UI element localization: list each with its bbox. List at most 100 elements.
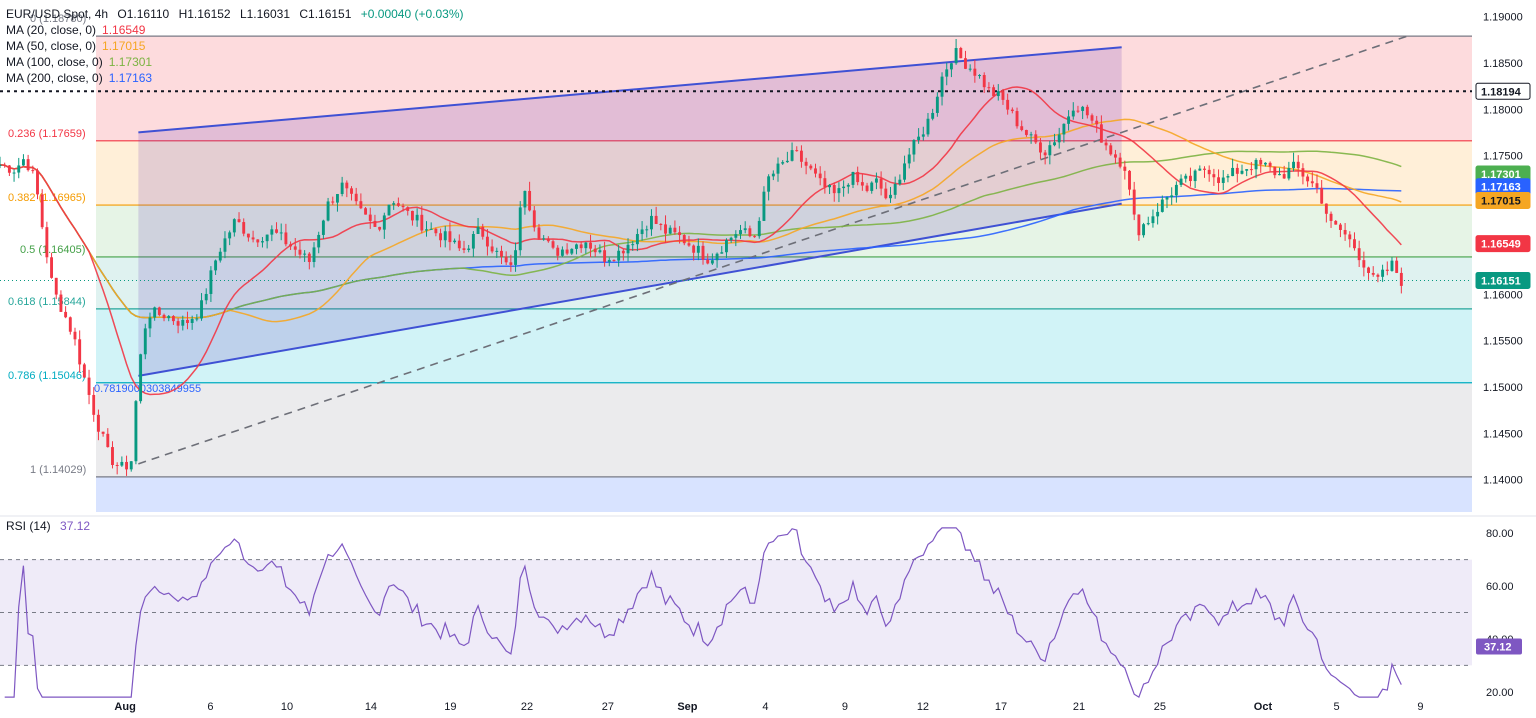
candle-body: [153, 307, 157, 318]
candle-body: [837, 188, 841, 194]
candle-body: [462, 248, 466, 250]
candle-body: [1146, 223, 1150, 225]
candle-body: [3, 164, 7, 166]
ma100-legend[interactable]: MA (100, close, 0) 1.17301: [6, 54, 464, 70]
candle-body: [1306, 176, 1310, 182]
time-axis-tick: 5: [1334, 701, 1340, 713]
candle-body: [1240, 170, 1244, 174]
candle-body: [368, 214, 372, 221]
candle-body: [1039, 142, 1042, 153]
candle-body: [256, 239, 260, 243]
ma50-legend[interactable]: MA (50, close, 0) 1.17015: [6, 38, 464, 54]
candle-body: [753, 236, 757, 238]
candle-body: [425, 229, 428, 231]
candle-body: [1231, 167, 1235, 177]
candle-body: [949, 63, 953, 70]
candle-body: [1268, 162, 1272, 167]
candle-body: [1273, 166, 1277, 176]
symbol-label: EUR/USD Spot, 4h: [6, 7, 109, 21]
candle-body: [1287, 168, 1291, 179]
candle-body: [1001, 91, 1005, 100]
candle-body: [1165, 197, 1169, 200]
candle-body: [612, 259, 616, 261]
candle-body: [842, 186, 846, 189]
candle-body: [1245, 169, 1249, 171]
time-axis-tick: 9: [842, 701, 848, 713]
candle-body: [982, 75, 986, 88]
candle-body: [870, 182, 874, 191]
candle-body: [1109, 145, 1113, 155]
candle-body: [120, 461, 124, 466]
candle-body: [21, 159, 25, 166]
candle-body: [406, 207, 410, 211]
candle-body: [209, 270, 213, 294]
rsi-line: [4, 527, 1402, 698]
candle-body: [725, 240, 728, 253]
candle-body: [1170, 195, 1174, 198]
price-axis-tick: 1.15000: [1483, 382, 1523, 394]
time-axis-tick: 25: [1154, 701, 1166, 713]
candle-body: [223, 238, 227, 252]
candle-body: [893, 183, 897, 195]
rsi-legend[interactable]: RSI (14) 37.12: [6, 519, 90, 533]
candle-body: [1292, 161, 1295, 169]
channel-fill: [138, 47, 1122, 376]
candle-body: [434, 228, 438, 234]
time-axis-tick: 22: [521, 701, 533, 713]
candle-body: [457, 240, 461, 249]
candle-body: [710, 260, 714, 264]
fib-zone: [96, 36, 1472, 141]
fib-level-0-label: 0 (1.18780): [30, 13, 86, 25]
candle-body: [978, 75, 981, 77]
candle-body: [1207, 169, 1211, 175]
candle-body: [36, 170, 39, 195]
candle-body: [190, 318, 194, 323]
candle-body: [504, 256, 508, 263]
candle-body: [1329, 213, 1333, 221]
candle-body: [293, 246, 297, 250]
candle-body: [1217, 177, 1221, 183]
candle-body: [879, 178, 883, 189]
candle-body: [532, 210, 536, 228]
candle-body: [401, 205, 405, 208]
ma20-legend[interactable]: MA (20, close, 0) 1.16549: [6, 22, 464, 38]
fib-zone: [96, 382, 1472, 477]
candle-body: [1188, 175, 1192, 182]
candle-body: [1020, 126, 1024, 130]
time-axis-tick: 17: [995, 701, 1007, 713]
channel-upper-line: [138, 46, 1122, 134]
ma100-value: 1.17301: [108, 55, 153, 69]
candle-body: [181, 319, 185, 326]
candle-body: [237, 219, 241, 223]
candle-body: [162, 314, 166, 319]
price-tag: [1475, 235, 1531, 253]
candle-body: [289, 244, 293, 247]
fib-level-label: 0.5 (1.16405): [20, 244, 85, 256]
candle-body: [607, 259, 611, 262]
candle-body: [1376, 274, 1380, 277]
candle-body: [354, 193, 358, 202]
rsi-axis-tick: 60.00: [1486, 581, 1514, 593]
candle-body: [1043, 152, 1047, 156]
candle-body: [762, 191, 766, 221]
candle-body: [598, 250, 602, 253]
candle-body: [795, 150, 799, 152]
candle-body: [1128, 170, 1131, 190]
ma200-legend[interactable]: MA (200, close, 0) 1.17163: [6, 70, 464, 86]
candle-body: [1381, 269, 1385, 277]
candle-body: [860, 182, 864, 186]
fib-extra-label: 0.7819000303849955: [94, 383, 201, 395]
candle-body: [1062, 123, 1066, 135]
candle-body: [228, 232, 232, 239]
candle-body: [668, 227, 672, 234]
candle-body: [54, 277, 58, 295]
candle-body: [12, 172, 16, 174]
candle-body: [575, 244, 578, 249]
candle-body: [1095, 120, 1099, 125]
candle-body: [1320, 187, 1324, 204]
candle-body: [799, 150, 803, 162]
candle-body: [439, 233, 443, 241]
candle-body: [743, 228, 747, 231]
candle-body: [678, 232, 682, 236]
